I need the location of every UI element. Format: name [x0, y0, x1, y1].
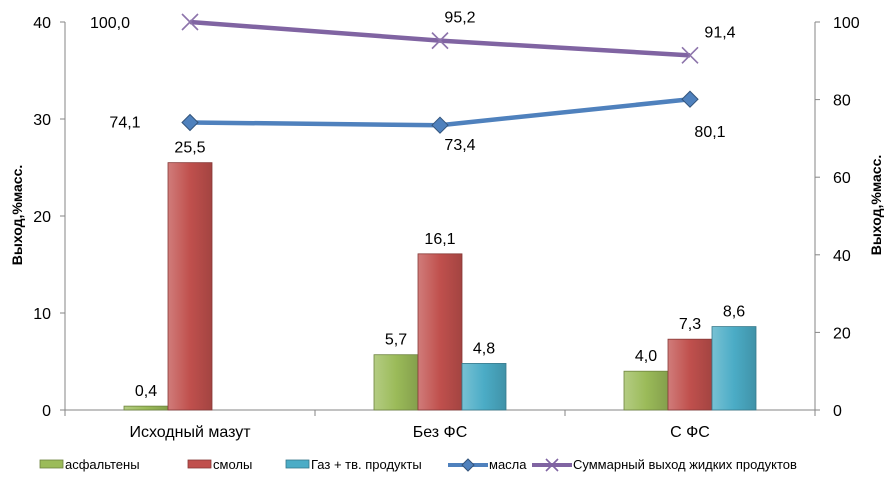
data-label: 16,1 — [424, 231, 455, 248]
line-marker — [431, 32, 449, 50]
bar — [167, 162, 213, 411]
y-tick-label-right: 80 — [833, 93, 851, 110]
data-label: 7,3 — [679, 316, 701, 333]
bar — [711, 326, 757, 411]
y-tick-label-right: 0 — [833, 403, 842, 420]
y-axis-title-right: Выход,%масс. — [868, 155, 884, 256]
y-tick-label-left: 40 — [33, 15, 51, 32]
legend-swatch — [187, 459, 212, 469]
legend-label: асфальтены — [65, 457, 140, 472]
legend-swatch — [285, 459, 310, 469]
y-tick-label-right: 20 — [833, 325, 851, 342]
x-tick-label: Без ФС — [413, 424, 468, 441]
data-label: 100,0 — [90, 15, 130, 32]
y-tick-label-left: 10 — [33, 306, 51, 323]
line-marker — [681, 90, 699, 108]
x-tick-label: С ФС — [670, 424, 710, 441]
bar — [373, 354, 419, 411]
data-labels: 0,4 5,7 4,0 25,5 16,1 7,3 4,8 8,6 74,1 73,4 80,1 10… — [90, 10, 745, 400]
data-label: 80,1 — [694, 124, 725, 141]
y-tick-label-left: 20 — [33, 209, 51, 226]
data-label: 0,4 — [135, 383, 157, 400]
legend-swatch — [39, 459, 64, 469]
y-tick-label-left: 30 — [33, 112, 51, 129]
legend-marker — [461, 458, 475, 472]
bars — [123, 162, 757, 411]
y-axis-title-left: Выход,%масс. — [9, 165, 25, 266]
lines — [181, 13, 699, 134]
legend-label: Газ + тв. продукты — [311, 457, 422, 472]
line-marker — [431, 116, 449, 134]
data-label: 8,6 — [723, 304, 745, 321]
bar — [461, 363, 507, 411]
data-label: 4,0 — [635, 348, 657, 365]
line-marker — [181, 13, 199, 31]
bar — [417, 253, 463, 411]
legend-label: масла — [489, 457, 527, 472]
legend-marker — [545, 458, 559, 472]
y-tick-label-right: 40 — [833, 248, 851, 265]
data-label: 5,7 — [385, 332, 407, 349]
bar — [623, 370, 669, 411]
bar — [667, 338, 713, 411]
legend: асфальтены смолы Газ + тв. продукты масла Су… — [39, 457, 797, 472]
y-tick-label-left: 0 — [42, 403, 51, 420]
x-tick-label: Исходный мазут — [129, 424, 251, 441]
bar — [123, 405, 169, 411]
data-label: 25,5 — [174, 140, 205, 157]
y-tick-label-right: 60 — [833, 170, 851, 187]
data-label: 91,4 — [704, 24, 735, 41]
data-label: 73,4 — [444, 137, 475, 154]
data-label: 4,8 — [473, 340, 495, 357]
data-label: 74,1 — [109, 114, 140, 131]
legend-label: Суммарный выход жидких продуктов — [573, 457, 797, 472]
legend-label: смолы — [213, 457, 252, 472]
data-label: 95,2 — [444, 10, 475, 27]
y-tick-label-right: 100 — [833, 15, 860, 32]
line-marker — [181, 113, 199, 132]
line-marker — [681, 46, 699, 64]
series-line — [189, 19, 691, 58]
